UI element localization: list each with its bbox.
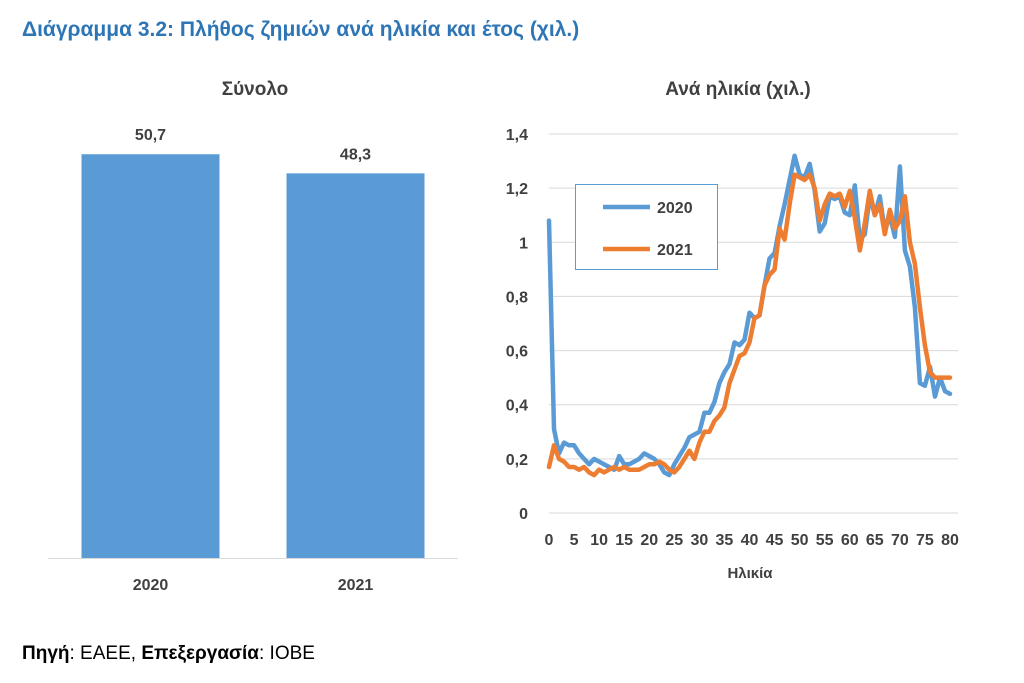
x-tick-label: 65 (866, 532, 884, 549)
x-tick-label: 60 (841, 532, 859, 549)
x-tick-label: 50 (791, 532, 809, 549)
x-tick-label: 80 (941, 532, 959, 549)
x-tick-label: 0 (545, 532, 554, 549)
legend-label-2020: 2020 (657, 200, 693, 217)
source-note: Πηγή: ΕΑΕΕ, Επεξεργασία: ΙΟΒΕ (22, 643, 315, 665)
processing-label: Επεξεργασία (141, 643, 259, 664)
x-tick-label: 45 (766, 532, 784, 549)
bar-category-label-2021: 2021 (338, 577, 374, 594)
y-tick-label: 1,2 (506, 181, 528, 198)
series-line-2021 (546, 172, 953, 478)
x-tick-label: 15 (615, 532, 633, 549)
x-tick-label: 10 (590, 532, 608, 549)
legend-box (575, 184, 718, 270)
bar-category-label-2020: 2020 (133, 577, 169, 594)
bar-data-label-2021: 48,3 (340, 146, 371, 163)
line-chart-title: Ανά ηλικία (χιλ.) (665, 79, 811, 100)
y-tick-label: 1,4 (506, 127, 528, 144)
y-tick-label: 0,6 (506, 344, 528, 361)
bar-2020 (81, 154, 220, 558)
y-tick-label: 0,4 (506, 398, 528, 415)
processing-text: : ΙΟΒΕ (259, 643, 315, 664)
x-tick-label: 40 (741, 532, 759, 549)
x-tick-label: 5 (570, 532, 579, 549)
x-axis-label: Ηλικία (727, 565, 773, 582)
y-tick-label: 0,8 (506, 289, 528, 306)
y-tick-label: 0 (519, 506, 528, 523)
figure-title: Διάγραμμα 3.2: Πλήθος ζημιών ανά ηλικία … (22, 18, 580, 41)
source-text: : ΕΑΕΕ, (69, 643, 142, 664)
x-tick-label: 55 (816, 532, 834, 549)
source-label: Πηγή (22, 643, 70, 664)
y-tick-label: 1 (519, 235, 528, 252)
legend-label-2021: 2021 (657, 242, 693, 259)
x-tick-label: 35 (716, 532, 734, 549)
bar-2021 (286, 173, 425, 558)
x-tick-label: 70 (891, 532, 909, 549)
bar-data-label-2020: 50,7 (135, 127, 166, 144)
x-tick-label: 30 (690, 532, 708, 549)
bar-chart-title: Σύνολο (222, 79, 289, 100)
x-tick-label: 75 (916, 532, 934, 549)
x-tick-label: 25 (665, 532, 683, 549)
x-tick-label: 20 (640, 532, 658, 549)
y-tick-label: 0,2 (506, 452, 528, 469)
